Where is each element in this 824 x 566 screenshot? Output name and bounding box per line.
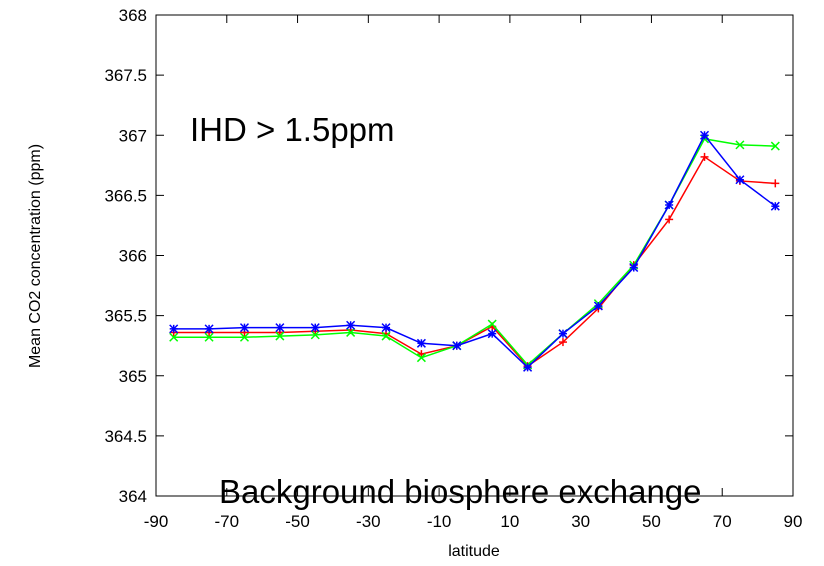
y-axis-title: Mean CO2 concentration (ppm) <box>27 144 44 368</box>
data-point <box>487 319 497 329</box>
y-tick-label: 368 <box>119 6 147 25</box>
data-point <box>629 262 639 273</box>
x-tick-label: -30 <box>356 512 381 531</box>
x-axis-title: latitude <box>448 543 500 560</box>
y-tick-label: 365 <box>119 367 147 386</box>
y-tick-label: 366 <box>119 247 147 266</box>
x-tick-label: 70 <box>713 512 732 531</box>
data-point <box>416 353 426 363</box>
y-tick-label: 364 <box>119 487 147 506</box>
data-point <box>239 332 250 342</box>
series-2 <box>169 130 780 372</box>
data-point <box>239 323 250 333</box>
data-point <box>310 323 320 333</box>
data-point <box>665 215 674 224</box>
annotation-background: Background biosphere exchange <box>219 473 702 510</box>
data-point <box>523 362 533 372</box>
data-point <box>593 301 603 311</box>
x-tick-labels: -90 -70 -50 -30 -10 10 30 50 70 90 <box>144 512 803 531</box>
series-layer <box>169 130 780 372</box>
data-point <box>664 200 674 210</box>
data-point <box>452 341 462 351</box>
data-point <box>487 329 497 339</box>
data-point <box>381 323 391 333</box>
data-point <box>310 330 320 340</box>
data-point <box>275 323 285 333</box>
data-point <box>275 331 285 341</box>
data-point <box>169 324 179 334</box>
series-0 <box>169 152 780 371</box>
y-tick-label: 365.5 <box>104 307 147 326</box>
axis-ticks <box>155 14 794 497</box>
x-tick-label: 50 <box>642 512 661 531</box>
data-point <box>204 332 214 342</box>
x-tick-label: -50 <box>285 512 310 531</box>
data-point <box>381 331 391 341</box>
y-tick-label: 367.5 <box>104 66 147 85</box>
data-point <box>346 320 356 330</box>
data-point <box>700 152 709 161</box>
y-tick-label: 366.5 <box>104 186 147 205</box>
x-tick-label: 90 <box>784 512 803 531</box>
data-point <box>735 175 745 185</box>
data-point <box>416 338 426 348</box>
data-point <box>558 329 568 339</box>
x-tick-label: 10 <box>500 512 519 531</box>
x-tick-label: -70 <box>214 512 239 531</box>
series-1 <box>169 134 780 370</box>
plot-frame <box>155 14 794 497</box>
data-point <box>770 141 780 151</box>
y-tick-label: 364.5 <box>104 427 147 446</box>
data-point <box>735 140 745 150</box>
data-point <box>204 324 214 334</box>
y-tick-labels: 364 364.5 365 365.5 366 366.5 367 367.5 368 <box>104 6 147 506</box>
y-tick-label: 367 <box>119 126 147 145</box>
annotation-ihd: IHD > 1.5ppm <box>190 111 395 148</box>
x-tick-label: 30 <box>571 512 590 531</box>
series-line <box>173 133 776 369</box>
data-point <box>770 201 780 211</box>
series-line <box>173 155 776 368</box>
x-tick-label: -10 <box>427 512 452 531</box>
data-point <box>699 130 710 140</box>
data-point <box>346 327 356 337</box>
data-point <box>169 332 179 342</box>
x-tick-label: -90 <box>144 512 169 531</box>
data-point <box>771 179 780 188</box>
data-point <box>558 338 567 347</box>
